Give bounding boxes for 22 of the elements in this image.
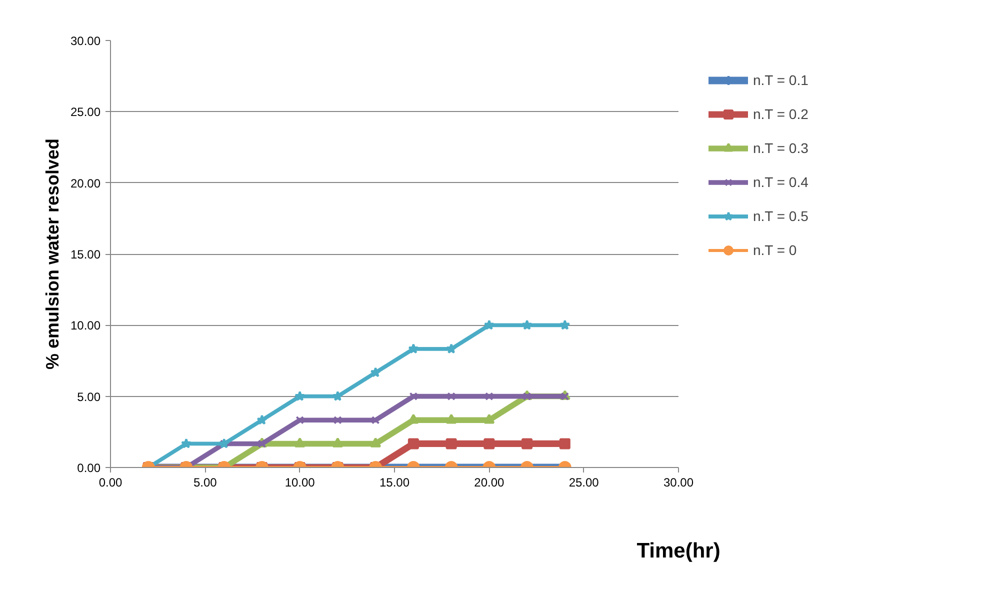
x-tick-label: 5.00 [193, 476, 218, 490]
x-tick-label: 15.00 [379, 476, 410, 490]
x-tick-label: 25.00 [568, 476, 600, 490]
legend-label: n.T = 0 [753, 242, 798, 258]
legend-label: n.T = 0.2 [753, 106, 810, 122]
y-tick-label: 15.00 [70, 248, 101, 262]
y-tick-label: 10.00 [70, 318, 101, 333]
y-tick-label: 20.00 [70, 176, 101, 190]
x-tick-label: 20.00 [474, 476, 505, 490]
legend-label: n.T = 0.3 [753, 140, 810, 156]
x-tick-label: 30.00 [663, 476, 694, 490]
legend-label: n.T = 0.1 [753, 72, 810, 88]
x-tick-label: 10.00 [284, 476, 316, 490]
y-tick-label: 5.00 [77, 390, 101, 404]
y-tick-label: 30.00 [70, 34, 101, 48]
x-axis-title: Time(hr) [636, 540, 720, 562]
legend-label: n.T = 0.4 [753, 174, 810, 190]
x-tick-label: 0.00 [98, 476, 123, 490]
y-tick-label: 0.00 [77, 461, 101, 475]
legend-label: n.T = 0.5 [753, 208, 810, 224]
y-axis-title: % emulsion water resolved [42, 138, 62, 370]
y-tick-label: 25.00 [70, 105, 101, 120]
